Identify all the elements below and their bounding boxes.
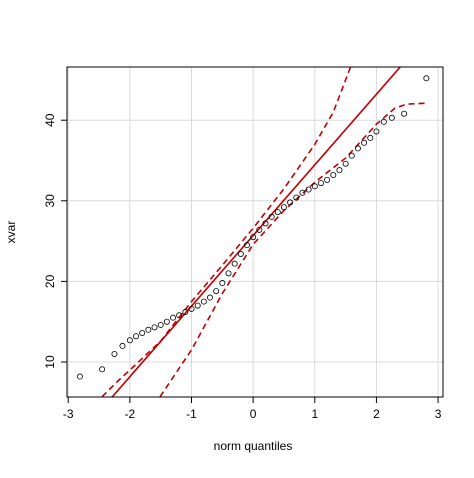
data-point [262, 220, 269, 227]
data-point [163, 318, 170, 325]
data-point [317, 180, 324, 187]
data-point [99, 366, 106, 373]
data-point [119, 342, 126, 349]
data-point [388, 114, 395, 121]
x-tick-label: 0 [250, 407, 257, 421]
data-point [401, 110, 408, 117]
data-point [280, 204, 287, 211]
data-point [188, 305, 195, 312]
data-point [423, 75, 430, 82]
data-point [151, 324, 158, 331]
x-axis-label: norm quantiles [214, 439, 293, 453]
data-point [299, 189, 306, 196]
data-point [219, 280, 226, 287]
data-point [176, 312, 183, 319]
y-tick-label: 30 [43, 194, 57, 208]
data-point [293, 194, 300, 201]
data-point [324, 176, 331, 183]
data-point [268, 213, 275, 220]
data-point [213, 288, 220, 295]
data-point [237, 251, 244, 258]
data-point [225, 270, 232, 277]
data-point [305, 186, 312, 193]
data-point [200, 298, 207, 305]
data-point [354, 145, 361, 152]
y-tick-label: 10 [43, 355, 57, 369]
data-point [348, 152, 355, 159]
plot-area [76, 67, 430, 397]
reference-line [111, 67, 402, 397]
data-point [133, 333, 140, 340]
data-point [336, 167, 343, 174]
data-point [194, 302, 201, 309]
data-point [139, 329, 146, 336]
data-point [373, 128, 380, 135]
data-point [342, 160, 349, 167]
data-point [256, 226, 263, 233]
data-point [145, 326, 152, 333]
confidence-envelope [159, 102, 426, 397]
data-point [361, 139, 368, 146]
data-point [231, 260, 238, 267]
data-point [111, 350, 118, 357]
y-tick-label: 20 [43, 274, 57, 288]
confidence-envelope [101, 67, 352, 397]
data-point [330, 172, 337, 179]
y-axis-label: xvar [4, 221, 18, 244]
x-tick-label: -1 [186, 407, 197, 421]
data-point [207, 294, 214, 301]
x-tick-label: 3 [435, 407, 442, 421]
data-point [274, 209, 281, 216]
data-point [170, 314, 177, 321]
data-point [76, 373, 83, 380]
x-tick-label: 1 [311, 407, 318, 421]
data-point [287, 199, 294, 206]
data-point [380, 118, 387, 125]
plot-frame [66, 66, 444, 398]
data-point [182, 309, 189, 316]
data-point [367, 134, 374, 141]
y-tick-label: 40 [43, 113, 57, 127]
data-point [157, 321, 164, 328]
data-point [311, 183, 318, 190]
data-point [250, 234, 257, 241]
x-tick-label: -2 [125, 407, 136, 421]
data-point [126, 337, 133, 344]
x-tick-label: 2 [373, 407, 380, 421]
data-point [243, 242, 250, 249]
x-tick-label: -3 [63, 407, 74, 421]
